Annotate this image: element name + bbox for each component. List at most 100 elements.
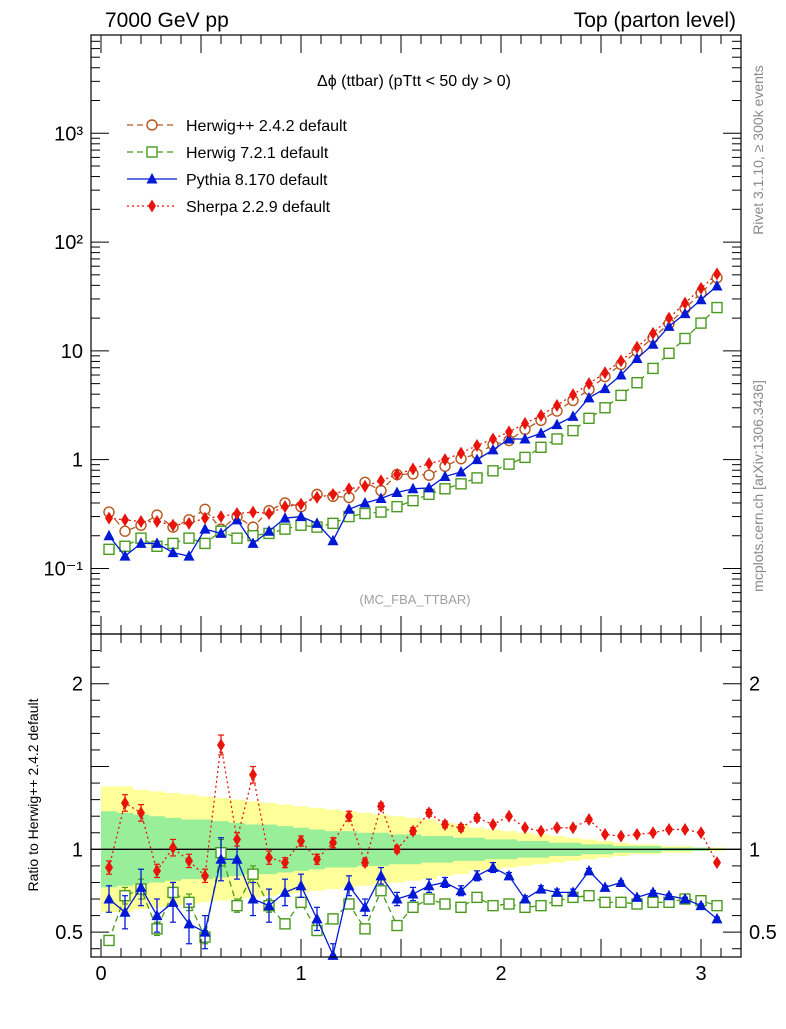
ratio-point-0-14 bbox=[327, 913, 339, 925]
main-point-1-26 bbox=[519, 451, 531, 464]
legend-entry-3: Sherpa 2.2.9 default bbox=[186, 199, 331, 216]
ratio-point-1-21 bbox=[439, 876, 451, 887]
ratio-xtick-label-1: 1 bbox=[295, 963, 306, 985]
main-point-2-19 bbox=[407, 482, 419, 494]
ratio-point-2-21 bbox=[441, 817, 449, 831]
ratio-point-0-9 bbox=[247, 868, 259, 880]
ratio-point-0-21 bbox=[439, 898, 451, 910]
main-ytick-label-4: 10³ bbox=[54, 123, 83, 145]
main-point-2-0 bbox=[103, 529, 115, 541]
main-point-2-27 bbox=[535, 427, 547, 438]
ratio-point-2-35 bbox=[665, 822, 673, 836]
ratio-point-1-25 bbox=[503, 869, 515, 881]
main-point-3-4 bbox=[169, 518, 177, 532]
main-point-2-20 bbox=[423, 481, 435, 493]
main-point-2-4 bbox=[167, 546, 179, 558]
header-left: 7000 GeV pp bbox=[105, 9, 229, 32]
main-point-1-30 bbox=[583, 412, 595, 425]
main-point-1-21 bbox=[439, 483, 451, 495]
main-point-3-11 bbox=[281, 500, 289, 514]
ratio-point-2-14 bbox=[329, 836, 337, 850]
main-point-3-13 bbox=[313, 490, 321, 504]
ratio-point-0-12 bbox=[295, 896, 307, 909]
ratio-panel: 0 1 2 3 0.5 0.5 1 1 2 2 bbox=[55, 633, 777, 985]
main-point-1-16 bbox=[359, 507, 371, 520]
ratio-point-2-18 bbox=[393, 842, 401, 856]
ratio-point-2-5 bbox=[185, 854, 193, 868]
main-point-2-7 bbox=[215, 527, 227, 538]
main-point-2-10 bbox=[263, 525, 275, 536]
ratio-point-2-36 bbox=[681, 822, 689, 836]
main-point-3-15 bbox=[345, 482, 353, 496]
ratio-point-1-3 bbox=[151, 909, 163, 921]
ratio-ytick-label-right-1: 1 bbox=[749, 839, 760, 861]
ratio-frame bbox=[90, 633, 742, 958]
main-point-2-16 bbox=[359, 496, 371, 508]
ratio-point-1-11 bbox=[279, 886, 291, 897]
ratio-point-1-29 bbox=[567, 886, 579, 897]
main-point-2-18 bbox=[391, 486, 403, 497]
main-point-3-16 bbox=[361, 479, 369, 493]
ratio-point-2-25 bbox=[505, 809, 513, 823]
ratio-point-0-25 bbox=[503, 898, 515, 910]
ratio-point-2-2 bbox=[137, 806, 145, 820]
ratio-point-1-36 bbox=[679, 893, 691, 904]
legend-entry-1: Herwig 7.2.1 default bbox=[186, 145, 329, 162]
ratio-point-1-7 bbox=[215, 853, 227, 864]
main-point-1-14 bbox=[327, 517, 339, 530]
ratio-point-0-23 bbox=[471, 891, 483, 904]
ratio-point-1-12 bbox=[295, 879, 307, 891]
ratio-point-0-0 bbox=[103, 934, 115, 947]
main-point-3-32 bbox=[617, 354, 625, 368]
main-point-2-17 bbox=[375, 492, 387, 503]
ratio-point-0-31 bbox=[599, 896, 611, 909]
main-point-1-32 bbox=[615, 389, 627, 402]
main-point-3-8 bbox=[233, 507, 241, 521]
main-point-3-28 bbox=[553, 398, 561, 412]
ratio-point-1-20 bbox=[423, 879, 435, 891]
main-point-3-5 bbox=[185, 516, 193, 530]
ratio-point-0-32 bbox=[615, 896, 627, 909]
main-point-2-15 bbox=[343, 503, 355, 514]
ratio-ytick-label-left-1: 1 bbox=[72, 839, 83, 861]
main-point-2-33 bbox=[631, 352, 643, 364]
ratio-point-2-8 bbox=[233, 832, 241, 846]
ratio-point-0-15 bbox=[343, 898, 355, 910]
main-ytick-label-3: 10² bbox=[54, 232, 83, 254]
main-point-3-37 bbox=[697, 281, 705, 295]
ratio-point-0-20 bbox=[423, 893, 435, 905]
main-point-3-6 bbox=[201, 511, 209, 525]
ratio-point-1-10 bbox=[263, 899, 275, 911]
main-point-2-21 bbox=[439, 470, 451, 482]
ratio-point-2-7 bbox=[217, 738, 225, 752]
ratio-point-2-26 bbox=[521, 821, 529, 835]
main-series-line-2 bbox=[108, 285, 718, 558]
ratio-point-2-0 bbox=[105, 861, 113, 875]
ratio-point-1-9 bbox=[247, 893, 259, 904]
ratio-point-0-28 bbox=[551, 894, 563, 907]
ratio-point-2-17 bbox=[377, 799, 385, 813]
main-point-1-31 bbox=[599, 402, 611, 414]
main-point-1-11 bbox=[279, 523, 291, 535]
ratio-point-1-33 bbox=[631, 891, 643, 902]
ratio-point-1-16 bbox=[359, 901, 371, 912]
legend-marker-3 bbox=[148, 199, 156, 213]
ratio-point-1-17 bbox=[375, 869, 387, 881]
ratio-point-2-29 bbox=[569, 821, 577, 835]
main-point-3-19 bbox=[409, 462, 417, 476]
ratio-point-1-15 bbox=[343, 879, 355, 891]
ratio-point-1-1 bbox=[119, 906, 131, 917]
ratio-point-0-18 bbox=[391, 919, 403, 932]
main-point-2-5 bbox=[183, 550, 195, 561]
main-point-3-23 bbox=[473, 439, 481, 453]
main-point-2-13 bbox=[311, 517, 323, 528]
ratio-point-1-24 bbox=[487, 861, 499, 873]
ratio-point-2-11 bbox=[281, 856, 289, 870]
legend-entry-2: Pythia 8.170 default bbox=[186, 172, 328, 189]
main-point-1-17 bbox=[375, 506, 387, 518]
main-point-1-25 bbox=[503, 458, 515, 470]
main-point-3-38 bbox=[713, 267, 721, 281]
main-point-3-27 bbox=[537, 408, 545, 422]
main-point-2-34 bbox=[647, 338, 659, 349]
main-point-1-8 bbox=[231, 532, 243, 544]
